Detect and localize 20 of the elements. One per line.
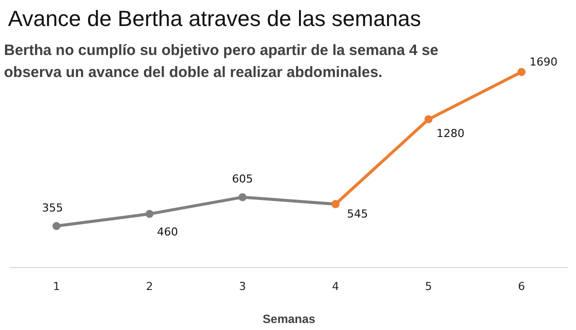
- data-label: 545: [347, 208, 368, 221]
- data-label: 1690: [530, 56, 558, 68]
- x-tick-label: 6: [518, 280, 525, 293]
- x-tick-label: 1: [53, 280, 60, 293]
- point: [52, 222, 60, 230]
- point: [238, 193, 246, 202]
- data-label: 460: [157, 225, 178, 238]
- point: [424, 115, 432, 124]
- chart-subtitle: Bertha no cumplío su objetivo pero apartir de la semana 4 se observa un avance del doble al realizar abdominales.: [4, 41, 440, 83]
- point: [146, 210, 154, 218]
- chart-title: Avance de Bertha atraves de las semanas: [8, 6, 421, 32]
- x-tick-label: 5: [425, 280, 432, 293]
- x-tick-label: 3: [239, 280, 246, 293]
- data-label: 355: [42, 202, 63, 215]
- point: [518, 68, 526, 76]
- data-label: 1280: [436, 126, 464, 140]
- x-tick-label: 2: [146, 280, 153, 293]
- x-axis-title: Semanas: [262, 312, 316, 326]
- x-tick-label: 4: [332, 280, 339, 293]
- data-label: 605: [232, 172, 253, 186]
